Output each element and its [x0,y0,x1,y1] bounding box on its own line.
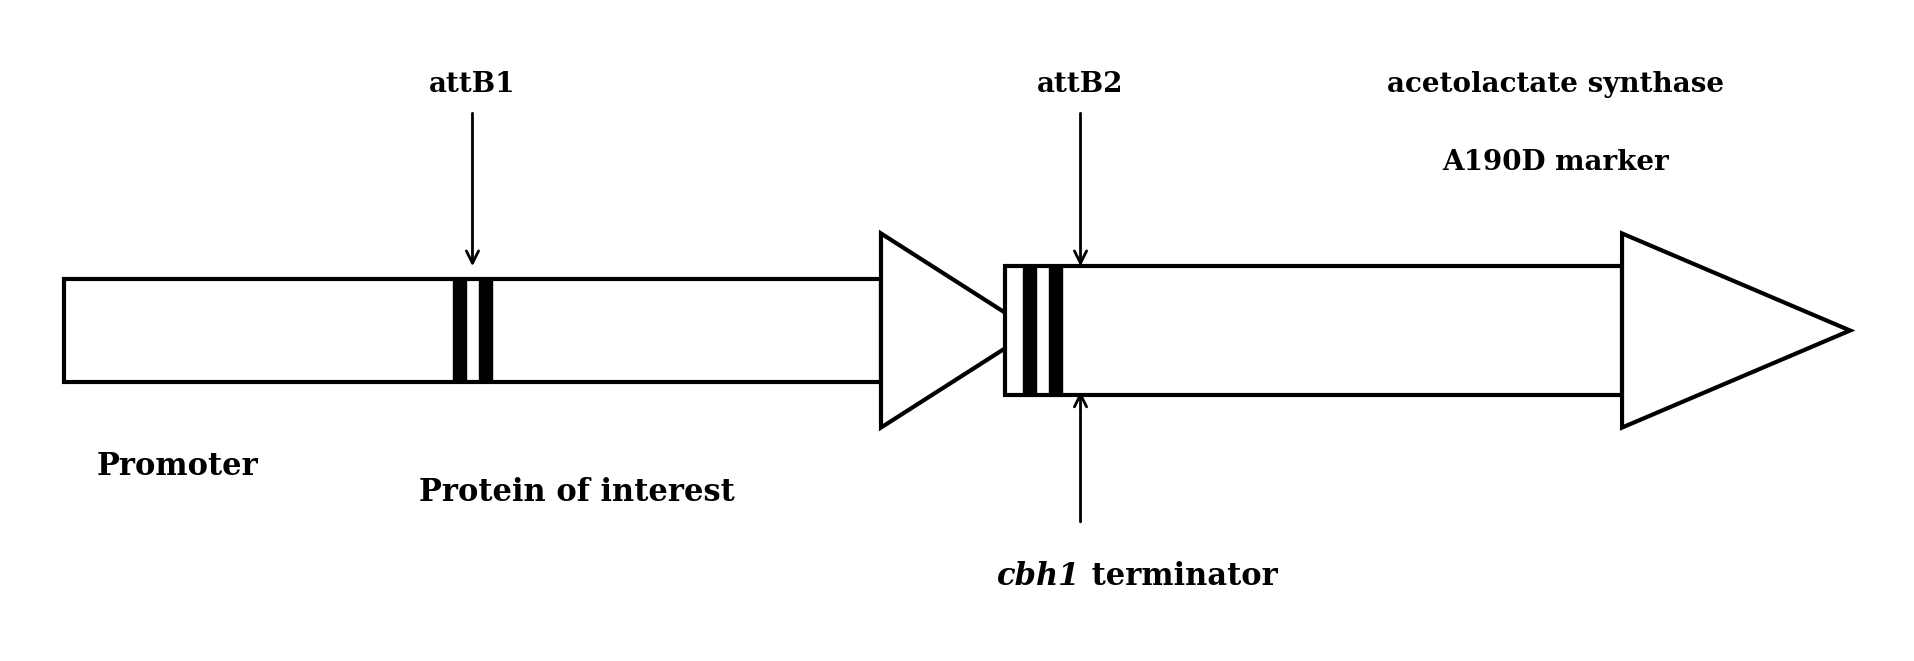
Polygon shape [452,279,465,382]
Text: attB2: attB2 [1037,71,1124,98]
Text: A190D marker: A190D marker [1441,149,1669,176]
Text: acetolactate synthase: acetolactate synthase [1388,71,1725,98]
Polygon shape [1621,233,1851,428]
Text: cbh1: cbh1 [997,561,1081,592]
Text: terminator: terminator [1081,561,1277,592]
Text: Promoter: Promoter [98,451,258,482]
Polygon shape [478,279,492,382]
Polygon shape [880,233,1034,428]
Polygon shape [1022,266,1035,395]
Text: attB1: attB1 [429,71,515,98]
Polygon shape [1005,266,1621,395]
Text: Protein of interest: Protein of interest [419,477,735,508]
Polygon shape [63,279,880,382]
Polygon shape [1049,266,1062,395]
